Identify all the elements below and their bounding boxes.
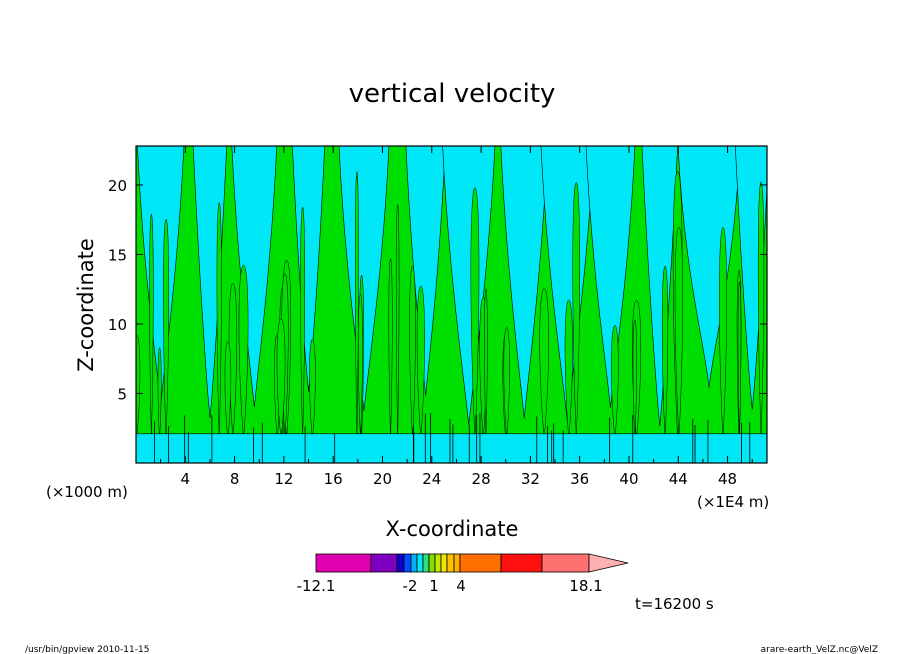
updraft-finger bbox=[157, 347, 162, 438]
colorbar-segment bbox=[410, 553, 418, 573]
downdraft-region bbox=[292, 146, 325, 392]
x-tick-label: 36 bbox=[570, 470, 589, 488]
colorbar-extend-arrow bbox=[588, 553, 629, 573]
updraft-finger bbox=[674, 226, 683, 438]
y-tick-label: 10 bbox=[108, 316, 127, 334]
updraft-finger bbox=[564, 299, 573, 438]
colorbar-segment bbox=[396, 553, 405, 573]
y-tick-label: 5 bbox=[117, 385, 127, 403]
updraft-finger bbox=[484, 288, 488, 438]
updraft-finger bbox=[309, 339, 316, 439]
x-unit-right: (×1E4 m) bbox=[697, 493, 769, 511]
y-tick-label: 15 bbox=[108, 246, 127, 264]
colorbar-segment bbox=[446, 553, 455, 573]
updraft-finger bbox=[300, 206, 306, 438]
colorbar-label: -12.1 bbox=[297, 577, 336, 595]
x-tick-label: 12 bbox=[274, 470, 293, 488]
colorbar-label: 18.1 bbox=[569, 577, 602, 595]
updraft-finger bbox=[388, 258, 393, 438]
x-tick-label: 40 bbox=[619, 470, 638, 488]
updraft-finger bbox=[163, 218, 170, 438]
x-axis-label: X-coordinate bbox=[386, 517, 519, 541]
downdraft-region bbox=[500, 146, 548, 419]
updraft-finger bbox=[224, 341, 232, 439]
colorbar-segment bbox=[440, 553, 448, 573]
colorbar-segment bbox=[315, 553, 372, 573]
footer-left: /usr/bin/gpview 2010-11-15 bbox=[25, 645, 149, 654]
updraft-finger bbox=[539, 288, 549, 438]
x-tick-label: 44 bbox=[669, 470, 688, 488]
x-tick-label: 24 bbox=[422, 470, 441, 488]
updraft-finger bbox=[632, 319, 637, 438]
updraft-finger bbox=[661, 266, 669, 438]
updraft-finger bbox=[416, 285, 425, 438]
colorbar-label: 1 bbox=[429, 577, 439, 595]
downdraft-region bbox=[585, 146, 636, 408]
colorbar-segment bbox=[428, 553, 436, 573]
updraft-finger bbox=[149, 213, 154, 438]
y-tick-label: 20 bbox=[108, 177, 127, 195]
colorbar bbox=[315, 553, 629, 573]
updraft-finger bbox=[719, 227, 727, 438]
updraft-finger bbox=[470, 187, 480, 438]
updraft-finger bbox=[737, 281, 742, 438]
colorbar-segment bbox=[403, 553, 412, 573]
chart-title: vertical velocity bbox=[349, 79, 556, 109]
updraft-finger bbox=[395, 204, 400, 438]
updraft-finger bbox=[276, 318, 286, 439]
footer-right: arare-earth_VelZ.nc@VelZ bbox=[761, 645, 878, 654]
downdraft-region bbox=[641, 146, 678, 427]
downdraft-region bbox=[442, 146, 496, 426]
velocity-field bbox=[136, 146, 767, 463]
colorbar-labels: -12.1 -2 1 4 18.1 bbox=[297, 577, 603, 595]
updraft-finger bbox=[611, 325, 619, 439]
x-tick-label: 16 bbox=[324, 470, 343, 488]
x-tick-label: 28 bbox=[472, 470, 491, 488]
updraft-finger bbox=[216, 202, 222, 438]
x-tick-label: 48 bbox=[718, 470, 737, 488]
x-tick-label: 32 bbox=[521, 470, 540, 488]
downdraft-region bbox=[405, 146, 446, 396]
x-tick-label: 20 bbox=[373, 470, 392, 488]
colorbar-segment bbox=[453, 553, 461, 573]
colorbar-segment bbox=[370, 553, 398, 573]
x-tick-label: 4 bbox=[181, 470, 191, 488]
plot-frame bbox=[135, 145, 768, 464]
updraft-finger bbox=[503, 327, 510, 438]
colorbar-label: 4 bbox=[456, 577, 466, 595]
y-axis-label: Z-coordinate bbox=[74, 238, 98, 372]
y-tick-group: 5 10 15 20 bbox=[108, 177, 767, 403]
colorbar-segment bbox=[500, 553, 543, 573]
boundary-layer-band bbox=[136, 433, 767, 463]
colorbar-segment bbox=[459, 553, 502, 573]
updraft-finger bbox=[757, 181, 765, 438]
updraft-finger bbox=[358, 293, 363, 438]
time-label: t=16200 s bbox=[635, 595, 714, 613]
x-tick-label: 8 bbox=[230, 470, 240, 488]
colorbar-segment bbox=[541, 553, 590, 573]
updraft-finger bbox=[572, 182, 581, 438]
x-tick-group: 4 8 12 16 20 24 28 32 36 40 44 48 bbox=[160, 146, 753, 488]
updraft-finger bbox=[238, 264, 249, 438]
downdraft-region bbox=[231, 146, 278, 408]
updraft-finger bbox=[409, 266, 416, 438]
colorbar-segment bbox=[434, 553, 442, 573]
colorbar-label: -2 bbox=[403, 577, 418, 595]
plot-area bbox=[136, 146, 767, 463]
downdraft-region bbox=[677, 146, 741, 388]
colorbar-segment bbox=[422, 553, 430, 573]
colorbar-segment bbox=[416, 553, 424, 573]
x-unit-left: (×1000 m) bbox=[46, 483, 128, 501]
downdraft-region bbox=[338, 146, 390, 412]
